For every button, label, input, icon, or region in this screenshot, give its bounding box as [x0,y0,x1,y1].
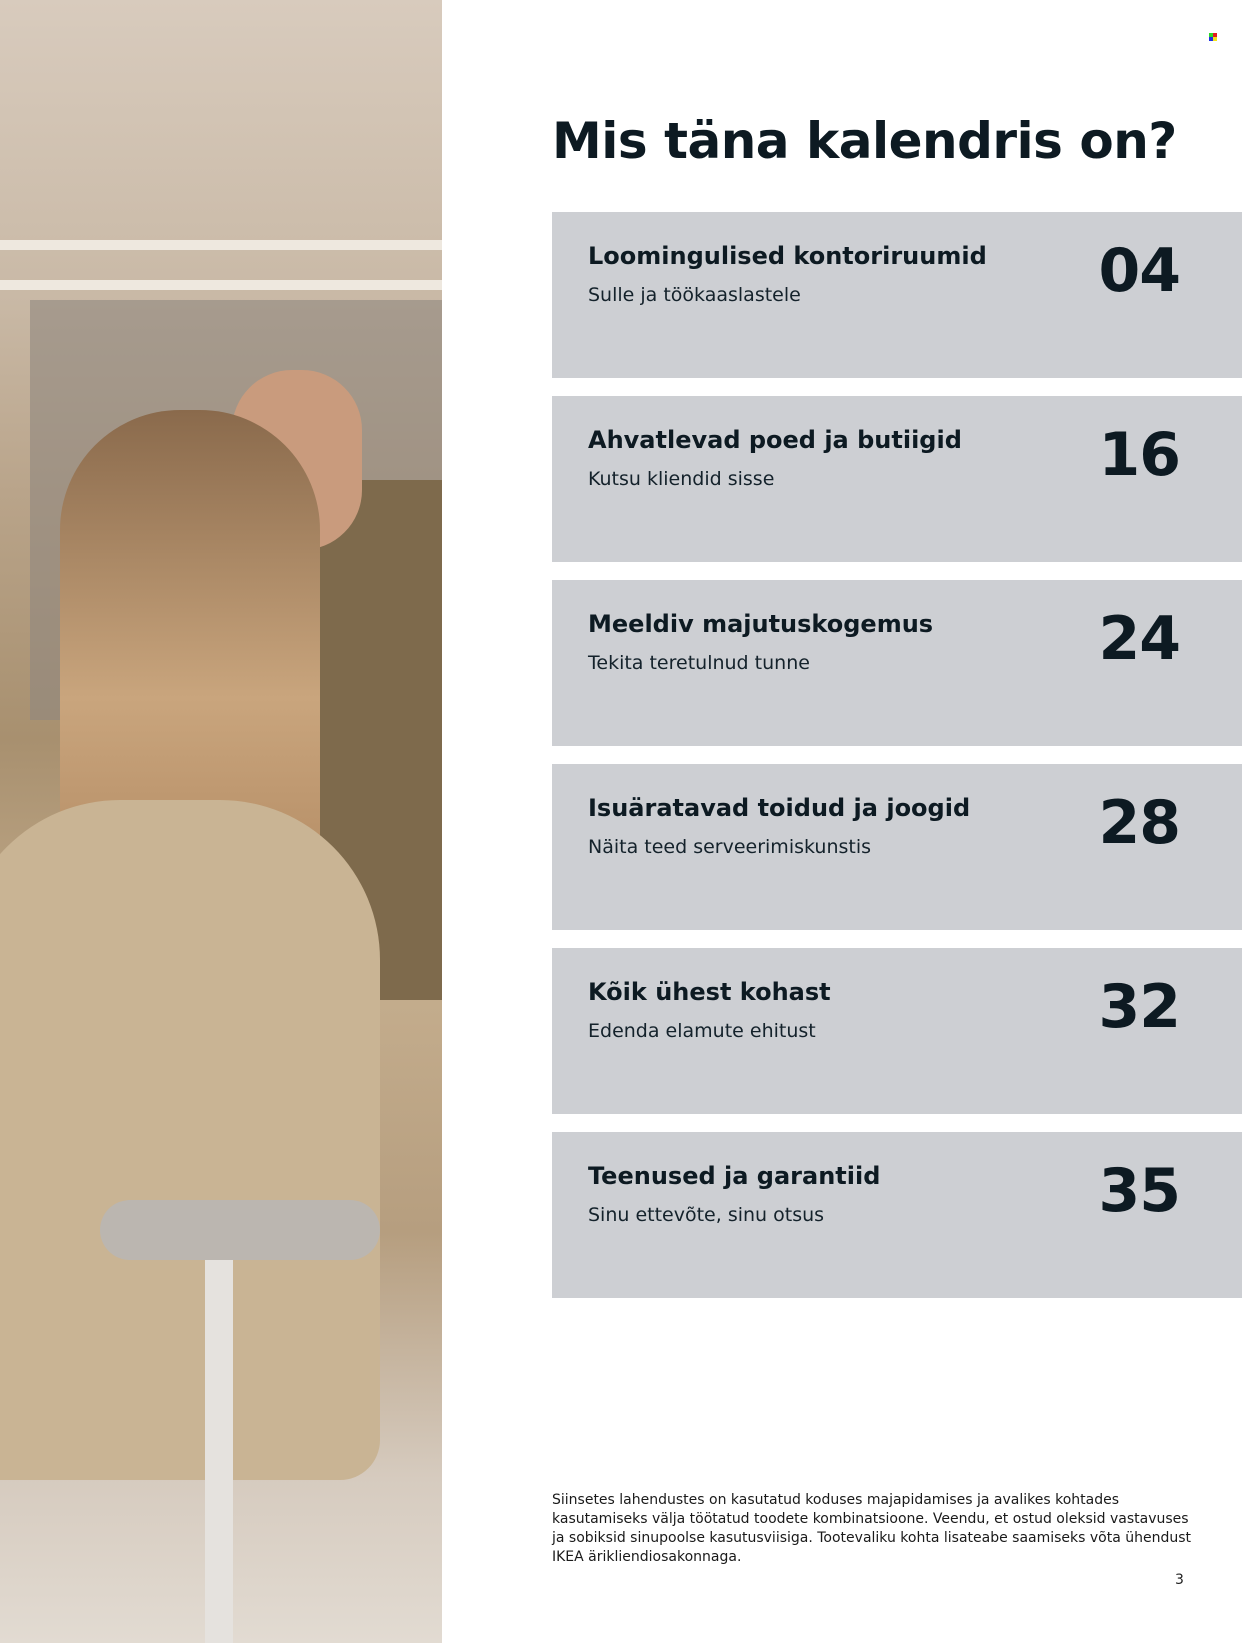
toc-entry-page: 35 [1098,1156,1181,1226]
toc-entry-subtitle: Sulle ja töökaaslastele [588,284,801,306]
footnote: Siinsetes lahendustes on kasutatud kodus… [552,1492,1192,1565]
page-number: 3 [1175,1572,1184,1588]
toc-entry-subtitle: Näita teed serveerimiskunstis [588,836,872,858]
toc-entry-page: 28 [1098,788,1181,858]
toc-entry-page: 32 [1098,972,1181,1042]
toc-entry-subtitle: Sinu ettevõte, sinu otsus [588,1204,825,1226]
toc-entry-title: Meeldiv majutuskogemus [588,610,934,638]
toc-entry[interactable]: Isuäratavad toidud ja joogid Näita teed … [552,764,1242,930]
toc-entry-title: Ahvatlevad poed ja butiigid [588,426,962,454]
toc-entry-title: Isuäratavad toidud ja joogid [588,794,971,822]
page-title: Mis täna kalendris on? [552,112,1177,170]
toc-entry-page: 16 [1098,420,1181,490]
toc-entry-title: Teenused ja garantiid [588,1162,881,1190]
toc-entry-title: Kõik ühest kohast [588,978,831,1006]
toc-entry-title: Loomingulised kontoriruumid [588,242,987,270]
toc-entry[interactable]: Ahvatlevad poed ja butiigid Kutsu kliend… [552,396,1242,562]
toc-entry-subtitle: Tekita teretulnud tunne [588,652,810,674]
toc-entry-subtitle: Edenda elamute ehitust [588,1020,816,1042]
toc-entry-page: 24 [1098,604,1181,674]
toc-entry[interactable]: Meeldiv majutuskogemus Tekita teretulnud… [552,580,1242,746]
office-photo [0,0,442,1643]
toc-entry-subtitle: Kutsu kliendid sisse [588,468,775,490]
toc-entry[interactable]: Kõik ühest kohast Edenda elamute ehitust… [552,948,1242,1114]
toc-entry-page: 04 [1098,236,1181,306]
toc-entry[interactable]: Teenused ja garantiid Sinu ettevõte, sin… [552,1132,1242,1298]
brand-logo-icon [1209,33,1217,41]
toc-entry[interactable]: Loomingulised kontoriruumid Sulle ja töö… [552,212,1242,378]
